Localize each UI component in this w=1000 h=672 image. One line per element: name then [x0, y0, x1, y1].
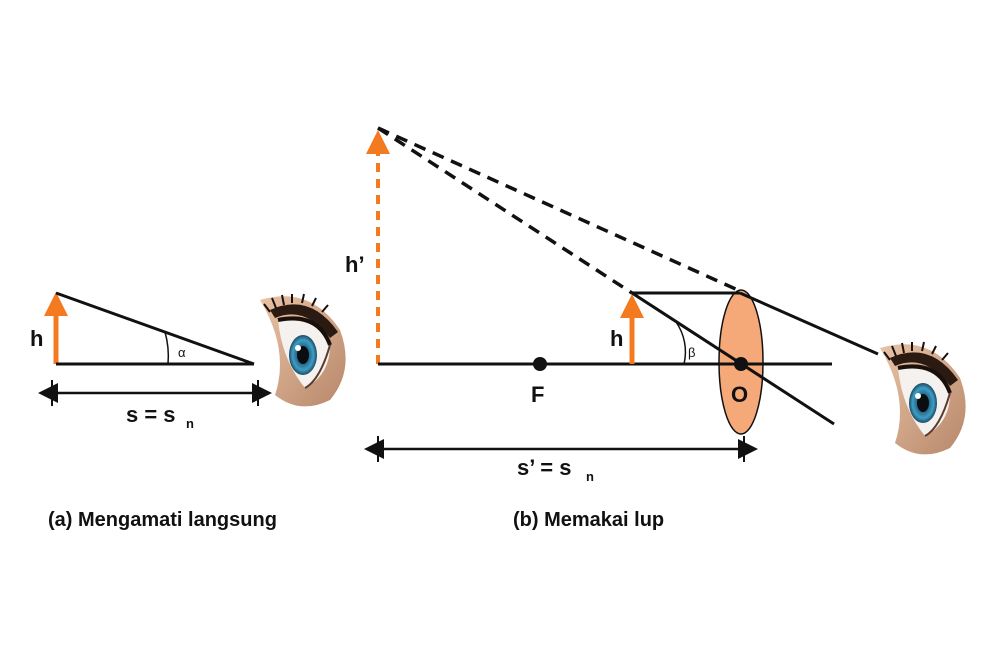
lens-center-label: O: [731, 382, 748, 407]
angle-label-beta: β: [688, 345, 695, 360]
caption-b: (b) Memakai lup: [513, 509, 664, 531]
eye-icon: [880, 341, 966, 455]
ray-refracted: [739, 291, 879, 356]
virtual-ray-2: [377, 126, 633, 295]
panel-a: α h s = s n (a) Mengamati langsung: [30, 291, 346, 531]
eye-icon: [260, 293, 346, 407]
lens-center-point: [734, 357, 748, 371]
ray-through-center: [631, 291, 835, 426]
object-arrow-a: [44, 292, 68, 364]
object-arrow-b: [620, 294, 644, 364]
image-arrow-b: [366, 130, 390, 364]
h-label-a: h: [30, 326, 43, 351]
angle-label-alpha: α: [178, 345, 186, 360]
virtual-ray-1: [377, 126, 741, 293]
caption-a: (a) Mengamati langsung: [48, 509, 277, 531]
dimension-a: [38, 380, 272, 406]
panel-b: h’ h β F O s’ = s: [345, 126, 966, 531]
distance-label-a: s = s: [126, 402, 176, 427]
dimension-b: [364, 436, 758, 462]
distance-label-b: s’ = s: [517, 455, 571, 480]
focus-label: F: [531, 382, 544, 407]
distance-subscript-a: n: [186, 416, 194, 431]
angle-arc-a: [164, 331, 170, 365]
h-label-b: h: [610, 326, 623, 351]
h-prime-label: h’: [345, 252, 365, 277]
ray-a: [55, 291, 255, 366]
focus-point: [533, 357, 547, 371]
distance-subscript-b: n: [586, 469, 594, 484]
angle-arc-b: [675, 321, 687, 365]
